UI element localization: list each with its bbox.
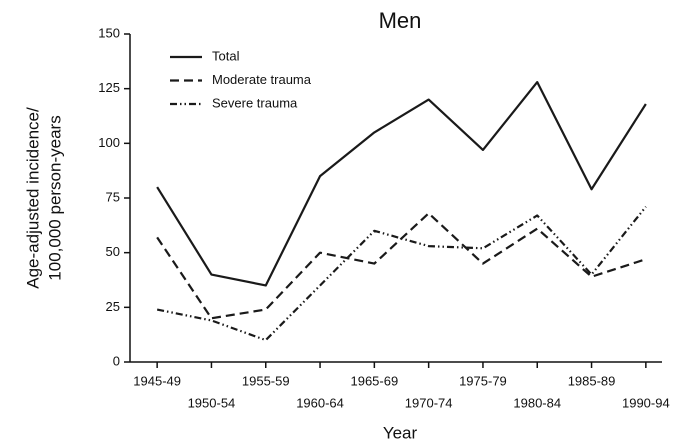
x-tick-label: 1990-94 [622,395,670,410]
y-tick-label: 150 [98,25,120,40]
y-tick-label: 25 [106,299,120,314]
x-tick-label: 1980-84 [513,395,561,410]
y-tick-label: 75 [106,189,120,204]
y-tick-label: 125 [98,80,120,95]
data-line [156,206,647,342]
x-axis-label: Year [383,423,418,442]
y-axis-label-line: 100,000 person-years [45,115,64,280]
x-tick-label: 1975-79 [459,373,507,388]
chart-title: Men [379,8,422,33]
y-axis-label: Age-adjusted incidence/ 100,000 person-y… [23,107,64,289]
legend-label: Total [212,48,240,63]
x-tick-label: 1950-54 [188,395,236,410]
y-tick-label: 0 [113,353,120,368]
data-line [156,212,647,320]
x-tick-label: 1955-59 [242,373,290,388]
y-tick-label: 100 [98,135,120,150]
y-tick-label: 50 [106,244,120,259]
x-tick-label: 1970-74 [405,395,453,410]
x-tick-label: 1985-89 [568,373,616,388]
legend-label: Moderate trauma [212,72,312,87]
x-tick-label: 1965-69 [350,373,398,388]
legend-label: Severe trauma [212,95,298,110]
data-line [156,81,647,287]
x-tick-label: 1960-64 [296,395,344,410]
y-axis-label-line: Age-adjusted incidence/ [23,107,42,289]
x-tick-label: 1945-49 [133,373,181,388]
